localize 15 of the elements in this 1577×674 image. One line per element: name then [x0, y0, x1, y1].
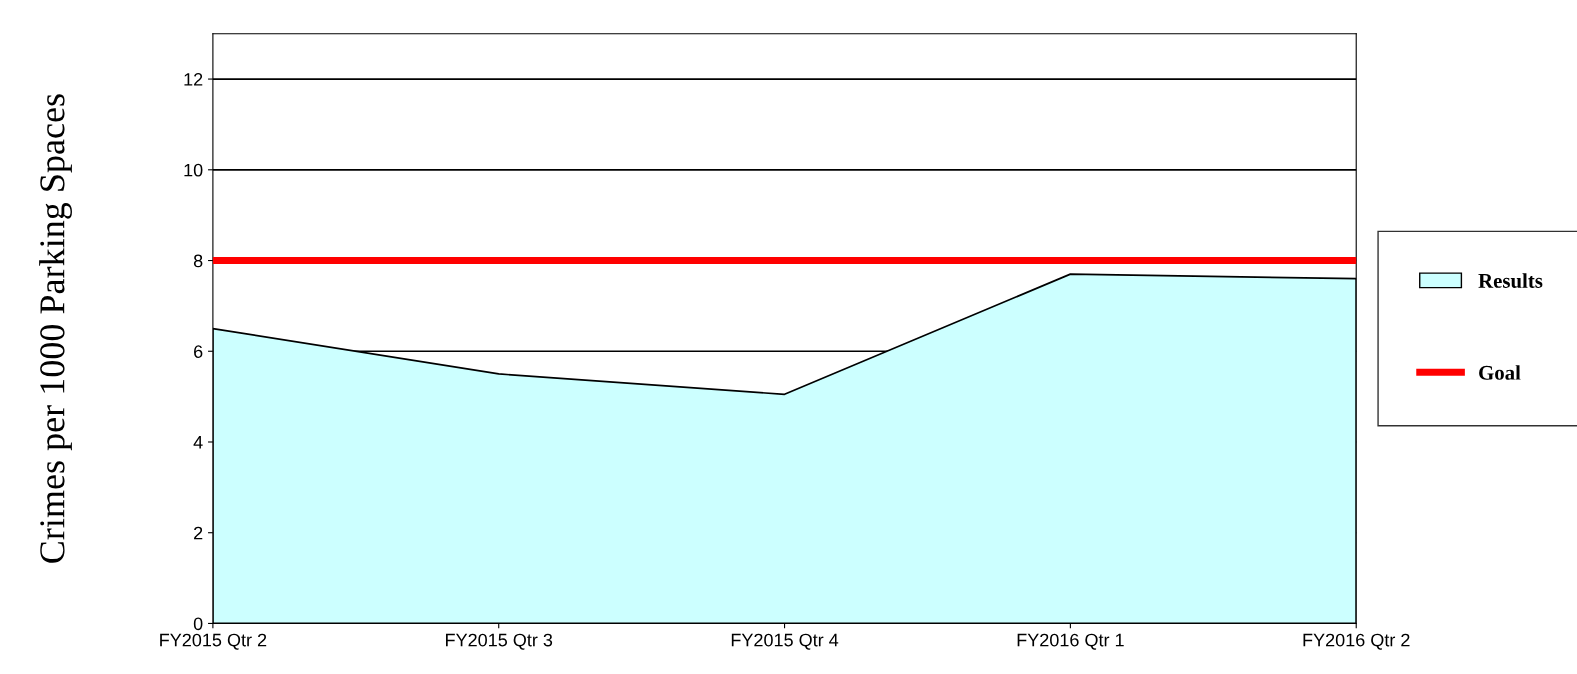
y-tick-label: 8 [193, 254, 203, 268]
legend-label: Goal [1479, 365, 1521, 380]
y-tick-label: 0 [193, 617, 203, 631]
y-tick-label: 10 [184, 163, 203, 177]
y-tick-label: 4 [193, 436, 203, 449]
x-tick-label: FY2015 Qtr 3 [446, 633, 553, 650]
x-tick-label: FY2015 Qtr 2 [160, 633, 267, 650]
y-tick-label: 6 [194, 345, 203, 358]
y-axis-title: Crimes per 1000 Parking Spaces [39, 94, 72, 563]
y-tick-label: 12 [184, 73, 203, 86]
x-tick-label: FY2015 Qtr 4 [731, 633, 839, 650]
x-tick-label: FY2016 Qtr 2 [1303, 633, 1410, 650]
x-tick-label: FY2016 Qtr 1 [1017, 633, 1124, 650]
legend-label: Results [1478, 273, 1543, 288]
y-tick-label: 2 [194, 526, 203, 540]
